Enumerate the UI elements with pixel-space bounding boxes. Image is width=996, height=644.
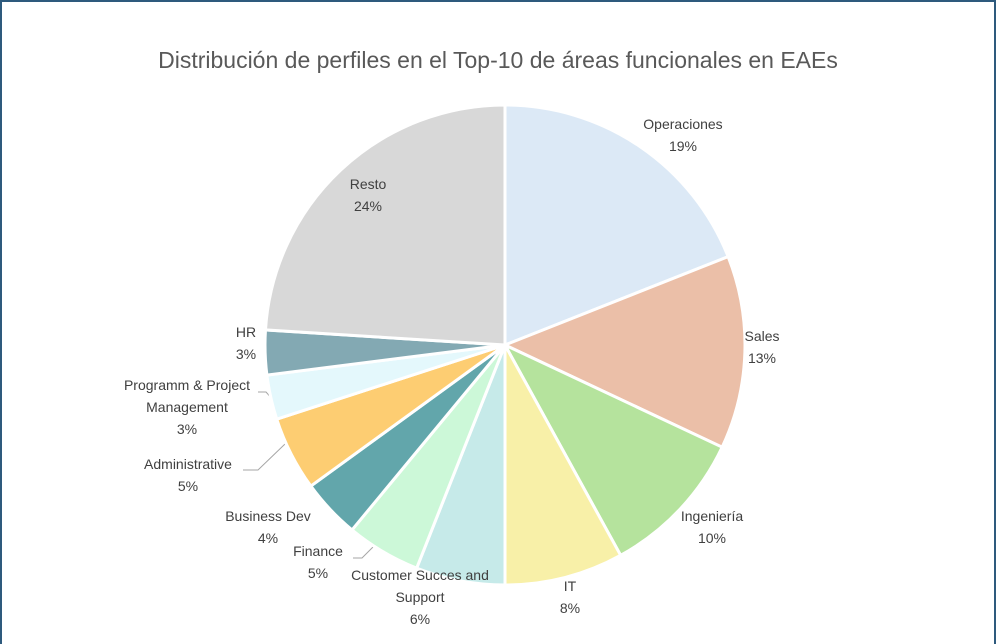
slice-value: 24%	[353, 198, 383, 214]
slice-value: 5%	[307, 565, 329, 581]
slice-label: Finance 5%	[218, 540, 418, 584]
slice-label: Ingeniería 10%	[612, 505, 812, 549]
slice-value: 6%	[409, 611, 431, 627]
leader-line	[243, 443, 286, 471]
slice-label: Resto 24%	[268, 173, 468, 217]
slice-label: Administrative 5%	[88, 453, 288, 497]
slice-name: Sales	[744, 328, 780, 344]
slice-name: HR	[235, 324, 257, 340]
slice-label: IT 8%	[470, 575, 670, 619]
slice-value: 19%	[668, 138, 698, 154]
slice-label: HR 3%	[146, 321, 346, 365]
pie-slice	[503, 103, 731, 348]
slice-value: 3%	[176, 421, 198, 437]
slice-label: Sales 13%	[662, 325, 862, 369]
slice-name: IT	[563, 578, 577, 594]
slice-label: Customer Succes and Support 6%	[340, 564, 500, 630]
slice-name: Business Dev	[225, 508, 311, 524]
slice-name: Programm & Project Management	[123, 377, 251, 415]
slice-name: Ingeniería	[680, 508, 744, 524]
slice-value: 4%	[257, 530, 279, 546]
slice-name: Finance	[293, 543, 343, 559]
slice-name: Customer Succes and Support	[351, 567, 489, 605]
pie-slice	[503, 344, 623, 587]
slice-value: 13%	[747, 350, 777, 366]
slice-label: Business Dev 4%	[168, 505, 368, 549]
slice-label: Operaciones 19%	[583, 113, 783, 157]
slice-name: Operaciones	[643, 116, 723, 132]
slice-name: Administrative	[144, 456, 232, 472]
slice-value: 8%	[559, 600, 581, 616]
slice-value: 3%	[235, 346, 257, 362]
slice-label: Programm & Project Management 3%	[107, 374, 267, 440]
pie-slice	[501, 254, 747, 450]
slice-name: Resto	[349, 176, 387, 192]
slice-value: 5%	[177, 478, 199, 494]
chart-title: Distribución de perfiles en el Top-10 de…	[158, 47, 838, 73]
pie-slice	[263, 103, 507, 347]
pie-slice	[501, 341, 725, 558]
slice-value: 10%	[697, 530, 727, 546]
